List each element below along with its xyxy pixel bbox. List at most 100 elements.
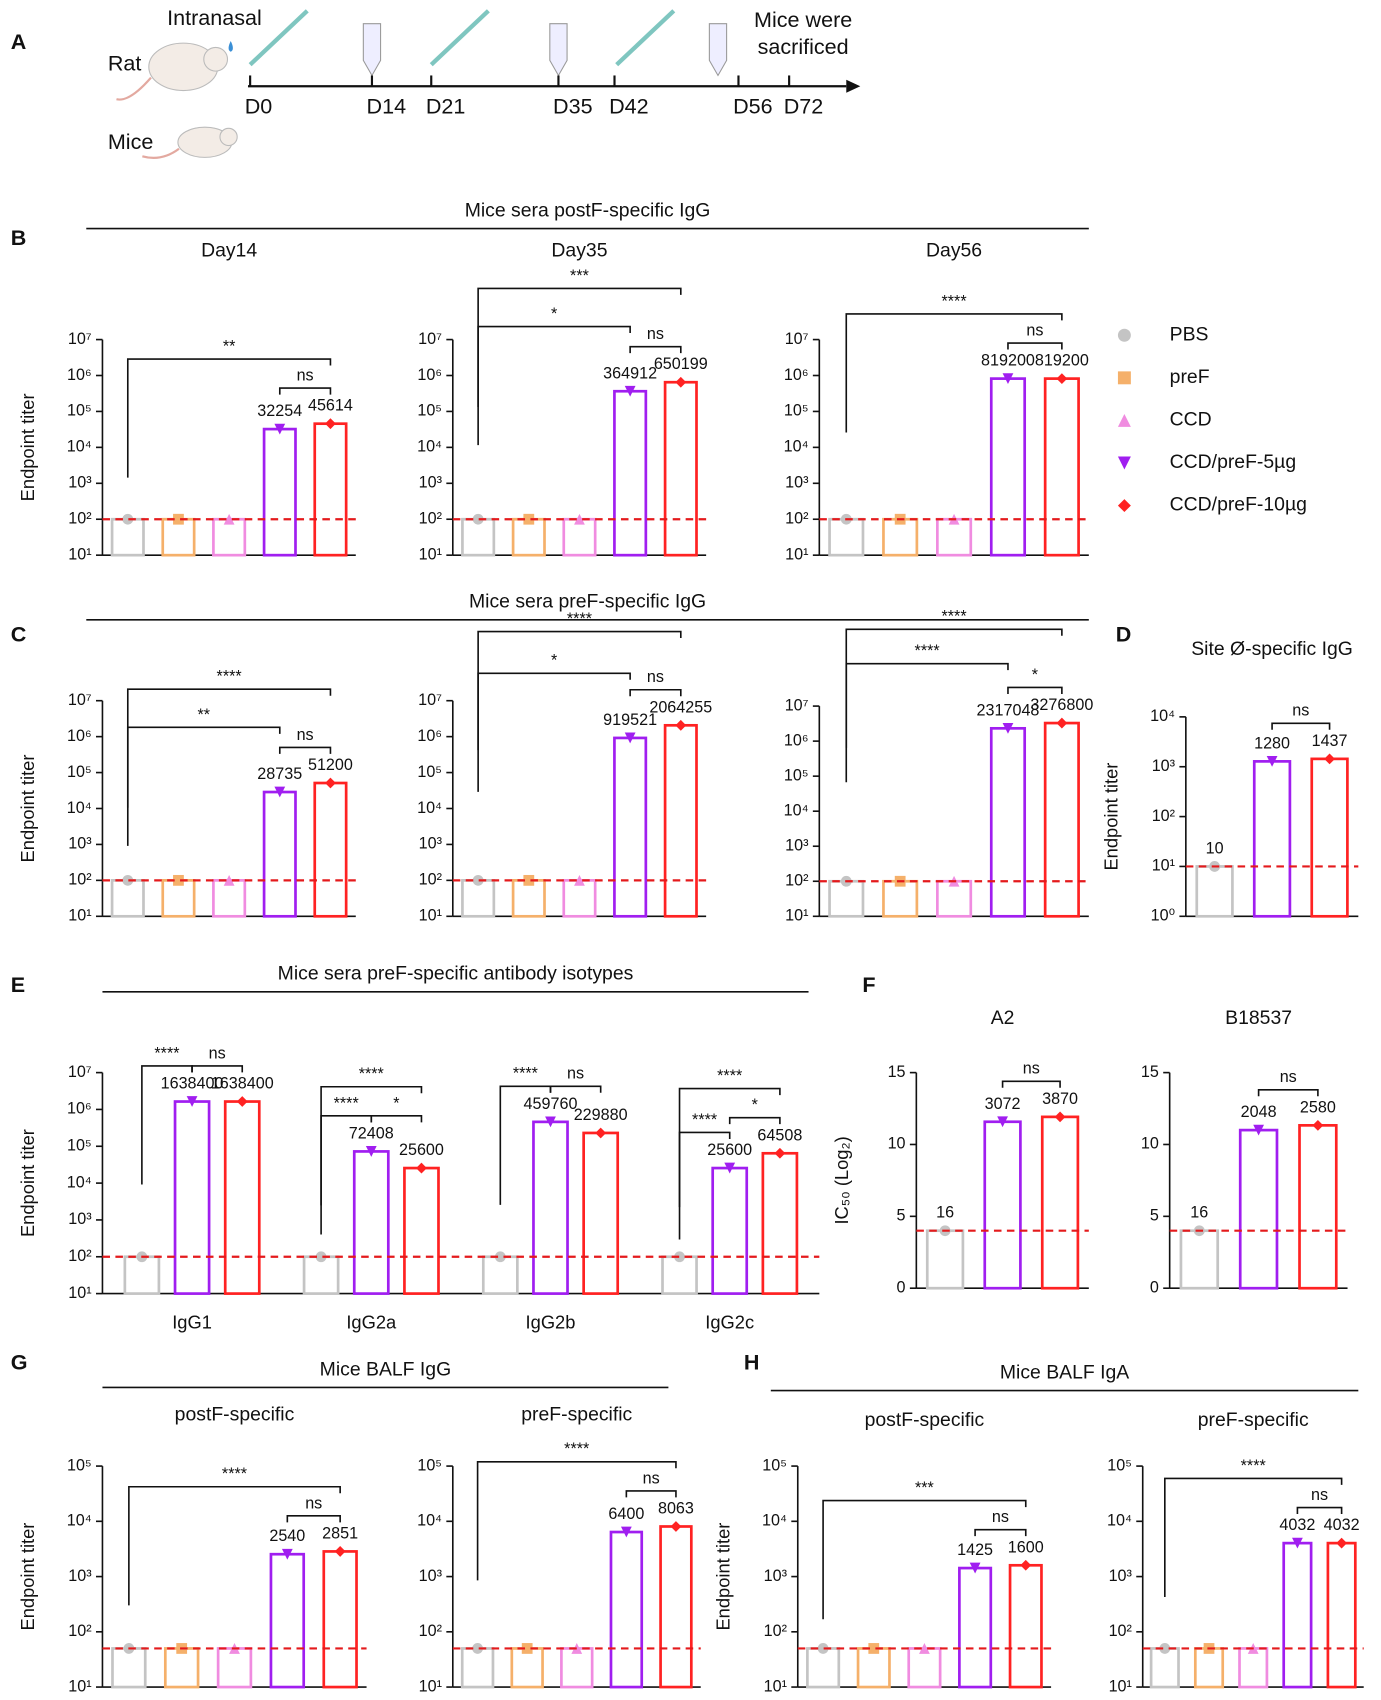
y-tick-label: 10⁴ bbox=[762, 1512, 787, 1530]
value-label: 72408 bbox=[349, 1124, 394, 1142]
y-tick-label: 10² bbox=[1109, 1622, 1133, 1640]
bar bbox=[661, 1255, 698, 1295]
x-tick-label: IgG1 bbox=[172, 1312, 212, 1333]
significance-label: * bbox=[752, 1096, 759, 1114]
bar-marker bbox=[1056, 717, 1068, 729]
animal-label: Mice bbox=[108, 129, 154, 154]
significance-bracket bbox=[1164, 1477, 1343, 1598]
significance-bracket bbox=[477, 325, 631, 446]
bar bbox=[1149, 1647, 1180, 1689]
x-tick-label: IgG2b bbox=[526, 1312, 576, 1333]
value-label: 28735 bbox=[257, 765, 302, 783]
bar bbox=[828, 879, 865, 918]
y-tick-label: 10⁷ bbox=[785, 696, 809, 714]
value-label: 25600 bbox=[399, 1141, 444, 1159]
significance-label: ns bbox=[643, 1469, 660, 1487]
bar bbox=[663, 380, 698, 557]
bar bbox=[1238, 1647, 1269, 1689]
tube bbox=[708, 23, 728, 77]
bar bbox=[560, 1647, 594, 1689]
y-tick-label: 10⁴ bbox=[784, 438, 809, 456]
bar-marker bbox=[122, 874, 134, 886]
significance-bracket bbox=[1007, 342, 1063, 350]
y-tick-label: 10⁰ bbox=[1151, 907, 1175, 925]
bar bbox=[111, 1647, 147, 1689]
bar bbox=[223, 1100, 261, 1295]
bar-marker bbox=[494, 1251, 506, 1263]
significance-label: ns bbox=[647, 325, 664, 343]
y-tick-label: 10³ bbox=[68, 1210, 92, 1228]
value-label: 16 bbox=[1190, 1204, 1208, 1222]
header-title: Mice sera preF-specific antibody isotype… bbox=[278, 963, 634, 985]
significance-bracket bbox=[278, 387, 332, 395]
bar bbox=[216, 1647, 253, 1689]
bar-marker bbox=[186, 1096, 198, 1107]
significance-bracket bbox=[1007, 686, 1063, 694]
route-label: Intranasal bbox=[167, 5, 262, 30]
bar bbox=[403, 1166, 440, 1295]
y-tick-label: 10⁶ bbox=[784, 366, 809, 384]
timepoint-label: D21 bbox=[426, 93, 466, 118]
chart-title: Day35 bbox=[551, 239, 607, 261]
panel-letter: F bbox=[862, 972, 875, 997]
bar-marker bbox=[624, 732, 636, 744]
pipette bbox=[429, 9, 490, 67]
y-tick-label: 10¹ bbox=[419, 1677, 443, 1695]
schematic-art bbox=[116, 9, 861, 159]
value-label: 3276800 bbox=[1030, 696, 1093, 714]
bar bbox=[882, 879, 919, 918]
bar bbox=[761, 1151, 799, 1295]
significance-bracket bbox=[845, 313, 1063, 433]
y-tick-label: 10³ bbox=[68, 1567, 92, 1585]
bar-marker bbox=[523, 513, 535, 525]
bar-marker bbox=[472, 1643, 483, 1654]
bar-marker bbox=[724, 1162, 736, 1174]
end-label: sacrificed bbox=[758, 34, 849, 59]
bar-marker bbox=[1253, 1124, 1264, 1136]
y-tick-label: 0 bbox=[897, 1278, 906, 1296]
y-tick-label: 10⁷ bbox=[785, 330, 809, 348]
legend-label: CCD/preF-10µg bbox=[1170, 494, 1307, 516]
bar bbox=[983, 1120, 1022, 1290]
y-tick-label: 10⁵ bbox=[417, 402, 442, 420]
significance-label: ns bbox=[567, 1065, 584, 1083]
legend-marker bbox=[1117, 499, 1131, 513]
y-tick-label: 10¹ bbox=[68, 1284, 92, 1302]
bar-marker bbox=[1002, 722, 1014, 734]
y-tick-label: 10⁵ bbox=[67, 1137, 92, 1155]
significance-label: * bbox=[551, 652, 558, 670]
bar-marker bbox=[1020, 1559, 1032, 1571]
bar bbox=[1310, 757, 1349, 918]
y-tick-label: 10⁴ bbox=[784, 801, 809, 819]
bar-marker bbox=[1336, 1537, 1347, 1549]
y-tick-label: 10³ bbox=[764, 1567, 788, 1585]
y-tick-label: 10³ bbox=[1109, 1567, 1133, 1585]
bar bbox=[161, 517, 196, 557]
y-tick-label: 10⁵ bbox=[67, 402, 92, 420]
significance-bracket bbox=[126, 358, 332, 478]
significance-label: **** bbox=[359, 1065, 385, 1083]
y-tick-label: 10⁷ bbox=[68, 691, 92, 709]
bar bbox=[1298, 1124, 1338, 1290]
y-axis-label: Endpoint titer bbox=[17, 393, 38, 501]
value-label: 3072 bbox=[985, 1095, 1021, 1113]
bar bbox=[481, 1255, 519, 1295]
significance-label: ns bbox=[297, 726, 314, 744]
bar-marker bbox=[1159, 1643, 1171, 1654]
bar-marker bbox=[274, 423, 286, 435]
bar-marker bbox=[620, 1526, 632, 1538]
value-label: 2064255 bbox=[649, 698, 712, 716]
y-tick-label: 10⁵ bbox=[67, 1456, 92, 1474]
y-tick-label: 10¹ bbox=[1109, 1677, 1133, 1695]
y-tick-label: 10⁵ bbox=[417, 1456, 442, 1474]
panel-letter: E bbox=[11, 972, 25, 997]
y-tick-label: 15 bbox=[1141, 1063, 1159, 1081]
legend-label: preF bbox=[1170, 366, 1210, 388]
significance-label: * bbox=[1032, 666, 1039, 684]
value-label: 364912 bbox=[603, 364, 657, 382]
y-tick-label: 10⁷ bbox=[68, 1063, 92, 1081]
significance-bracket bbox=[822, 1499, 1027, 1620]
bar bbox=[1238, 1128, 1279, 1290]
bar-marker bbox=[223, 874, 235, 886]
